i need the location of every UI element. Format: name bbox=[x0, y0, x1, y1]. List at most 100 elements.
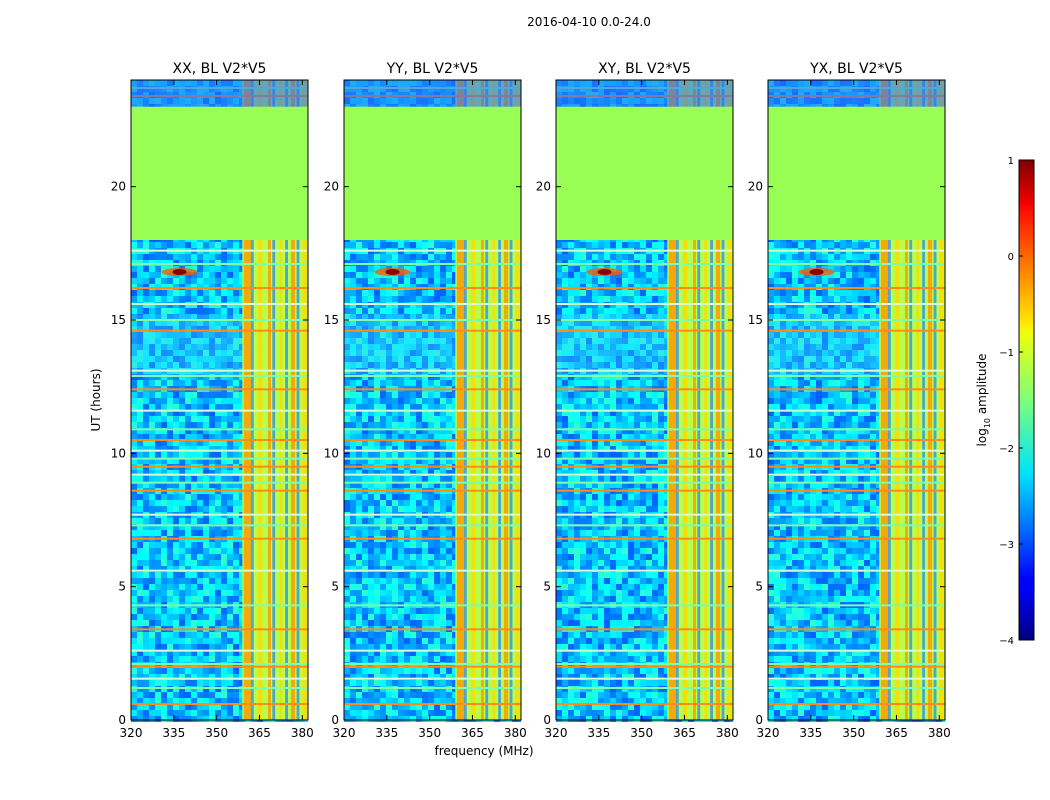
heatmap-cell bbox=[215, 674, 221, 680]
heatmap-cell bbox=[143, 356, 149, 362]
heatmap-cell bbox=[173, 482, 179, 488]
heatmap-cell bbox=[452, 410, 458, 416]
heatmap-cell bbox=[203, 560, 209, 566]
y-tick-label: 15 bbox=[111, 313, 126, 327]
heatmap-cell bbox=[191, 704, 197, 710]
heatmap-cell bbox=[167, 554, 173, 560]
rfi-stripe bbox=[268, 80, 271, 720]
heatmap-cell bbox=[203, 674, 209, 680]
heatmap-cell bbox=[434, 242, 440, 248]
heatmap-cell bbox=[428, 344, 434, 350]
heatmap-cell bbox=[233, 590, 239, 596]
heatmap-cell bbox=[167, 434, 173, 440]
heatmap-cell bbox=[137, 404, 143, 410]
heatmap-cell bbox=[203, 710, 209, 716]
heatmap-cell bbox=[161, 410, 167, 416]
heatmap-cell bbox=[185, 500, 191, 506]
heatmap-cell bbox=[344, 290, 350, 296]
heatmap-cell bbox=[356, 380, 362, 386]
heatmap-cell bbox=[221, 482, 227, 488]
heatmap-cell bbox=[233, 704, 239, 710]
rfi-line bbox=[131, 428, 308, 431]
heatmap-cell bbox=[173, 404, 179, 410]
heatmap-cell bbox=[155, 596, 161, 602]
heatmap-cell bbox=[386, 296, 392, 302]
heatmap-cell bbox=[167, 416, 173, 422]
heatmap-cell bbox=[179, 710, 185, 716]
heatmap-cell bbox=[143, 578, 149, 584]
rfi-line bbox=[131, 287, 308, 289]
heatmap-cell bbox=[350, 326, 356, 332]
heatmap-cell bbox=[131, 242, 137, 248]
heatmap-cell bbox=[344, 254, 350, 260]
heatmap-cell bbox=[131, 392, 137, 398]
heatmap-cell bbox=[191, 524, 197, 530]
heatmap-cell bbox=[221, 506, 227, 512]
heatmap-cell bbox=[209, 644, 215, 650]
heatmap-cell bbox=[362, 242, 368, 248]
heatmap-cell bbox=[209, 278, 215, 284]
heatmap-cell bbox=[239, 548, 245, 554]
heatmap-cell bbox=[143, 266, 149, 272]
heatmap-cell bbox=[137, 416, 143, 422]
heatmap-cell bbox=[203, 278, 209, 284]
heatmap-cell bbox=[452, 338, 458, 344]
heatmap-cell bbox=[185, 608, 191, 614]
heatmap-cell bbox=[221, 668, 227, 674]
heatmap-cell bbox=[197, 548, 203, 554]
heatmap-cell bbox=[209, 638, 215, 644]
heatmap-cell bbox=[233, 644, 239, 650]
heatmap-cell bbox=[344, 296, 350, 302]
heatmap-cell bbox=[440, 308, 446, 314]
heatmap-cell bbox=[203, 398, 209, 404]
heatmap-cell bbox=[350, 362, 356, 368]
heatmap-cell bbox=[137, 494, 143, 500]
heatmap-cell bbox=[239, 296, 245, 302]
heatmap-cell bbox=[233, 266, 239, 272]
heatmap-cell bbox=[173, 716, 179, 722]
heatmap-cell bbox=[131, 410, 137, 416]
heatmap-cell bbox=[410, 350, 416, 356]
heatmap-cell bbox=[173, 470, 179, 476]
heatmap-cell bbox=[185, 398, 191, 404]
heatmap-cell bbox=[167, 494, 173, 500]
heatmap-cell bbox=[179, 506, 185, 512]
heatmap-cell bbox=[143, 614, 149, 620]
heatmap-cell bbox=[368, 338, 374, 344]
x-tick-label: 365 bbox=[248, 726, 271, 740]
heatmap-cell bbox=[137, 644, 143, 650]
heatmap-cell bbox=[233, 440, 239, 446]
heatmap-cell bbox=[221, 434, 227, 440]
heatmap-cell bbox=[191, 434, 197, 440]
heatmap-cell bbox=[155, 650, 161, 656]
heatmap-cell bbox=[131, 416, 137, 422]
heatmap-cell bbox=[185, 554, 191, 560]
heatmap-cell bbox=[227, 596, 233, 602]
heatmap-cell bbox=[215, 452, 221, 458]
heatmap-cell bbox=[356, 326, 362, 332]
heatmap-cell bbox=[191, 542, 197, 548]
heatmap-cell bbox=[380, 380, 386, 386]
heatmap-cell bbox=[203, 542, 209, 548]
heatmap-cell bbox=[368, 254, 374, 260]
heatmap-cell bbox=[404, 314, 410, 320]
heatmap-cell bbox=[149, 410, 155, 416]
heatmap-cell bbox=[149, 500, 155, 506]
heatmap-cell bbox=[197, 668, 203, 674]
heatmap-cell bbox=[143, 584, 149, 590]
heatmap-cell bbox=[233, 680, 239, 686]
heatmap-cell bbox=[428, 290, 434, 296]
heatmap-cell bbox=[197, 314, 203, 320]
heatmap-cell bbox=[398, 326, 404, 332]
heatmap-cell bbox=[221, 524, 227, 530]
heatmap-cell bbox=[428, 392, 434, 398]
heatmap-cell bbox=[191, 638, 197, 644]
heatmap-cell bbox=[215, 440, 221, 446]
heatmap-cell bbox=[416, 326, 422, 332]
heatmap-cell bbox=[350, 278, 356, 284]
heatmap-cell bbox=[137, 344, 143, 350]
heatmap-cell bbox=[233, 470, 239, 476]
heatmap-cell bbox=[191, 356, 197, 362]
heatmap-cell bbox=[356, 356, 362, 362]
heatmap-cell bbox=[149, 344, 155, 350]
